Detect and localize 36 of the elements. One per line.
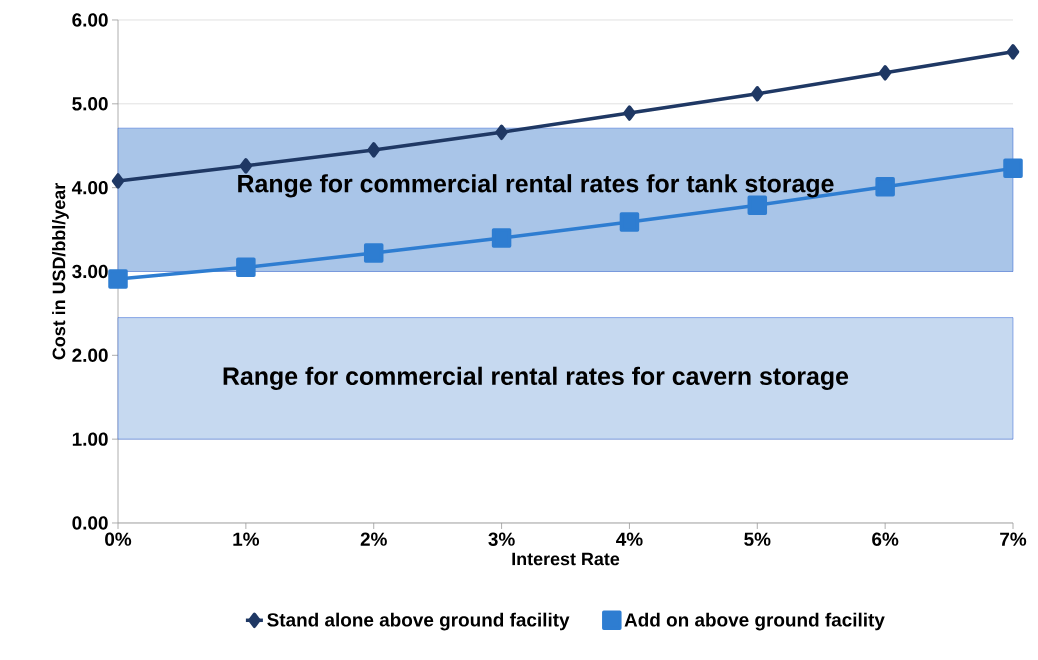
x-tick-label: 7%	[1000, 532, 1027, 546]
point	[236, 257, 256, 278]
point	[878, 65, 892, 81]
point	[108, 269, 128, 289]
y-tick-label: 3.00	[72, 264, 108, 279]
point	[623, 105, 636, 121]
x-tick-label: 0%	[105, 532, 132, 546]
x-axis-title: Interest Rate	[512, 552, 620, 566]
y-tick-label: 5.00	[72, 97, 108, 111]
point	[751, 86, 764, 102]
x-tick-label: 5%	[744, 532, 771, 546]
point	[111, 173, 125, 189]
x-tick-label: 4%	[616, 532, 643, 546]
legend-label: Add on above ground facility	[624, 612, 885, 631]
point	[363, 243, 384, 263]
point	[239, 158, 253, 174]
band-label: Range for commercial rental rates for cavern storage	[223, 366, 849, 391]
y-tick-label: 4.00	[71, 180, 108, 195]
point	[491, 228, 512, 248]
point	[875, 177, 895, 197]
x-tick-label: 6%	[872, 532, 899, 546]
y-tick-label: 6.00	[72, 13, 108, 27]
point	[367, 142, 380, 158]
y-axis-title: Cost in USD/bbl/year	[52, 183, 69, 360]
y-tick-label: 0.00	[72, 516, 108, 530]
y-tick-label: 1.00	[72, 432, 108, 446]
x-tick-label: 1%	[233, 532, 260, 546]
band-label: Range for commercial rental rates for tank storage	[238, 174, 834, 198]
legend-label: Stand alone above ground facility	[267, 612, 570, 631]
point	[1003, 158, 1023, 179]
point	[495, 124, 508, 141]
point	[1006, 44, 1020, 60]
x-tick-label: 3%	[488, 532, 515, 546]
x-tick-label: 2%	[360, 532, 387, 546]
point	[619, 212, 640, 232]
y-tick-label: 2.00	[72, 348, 108, 363]
